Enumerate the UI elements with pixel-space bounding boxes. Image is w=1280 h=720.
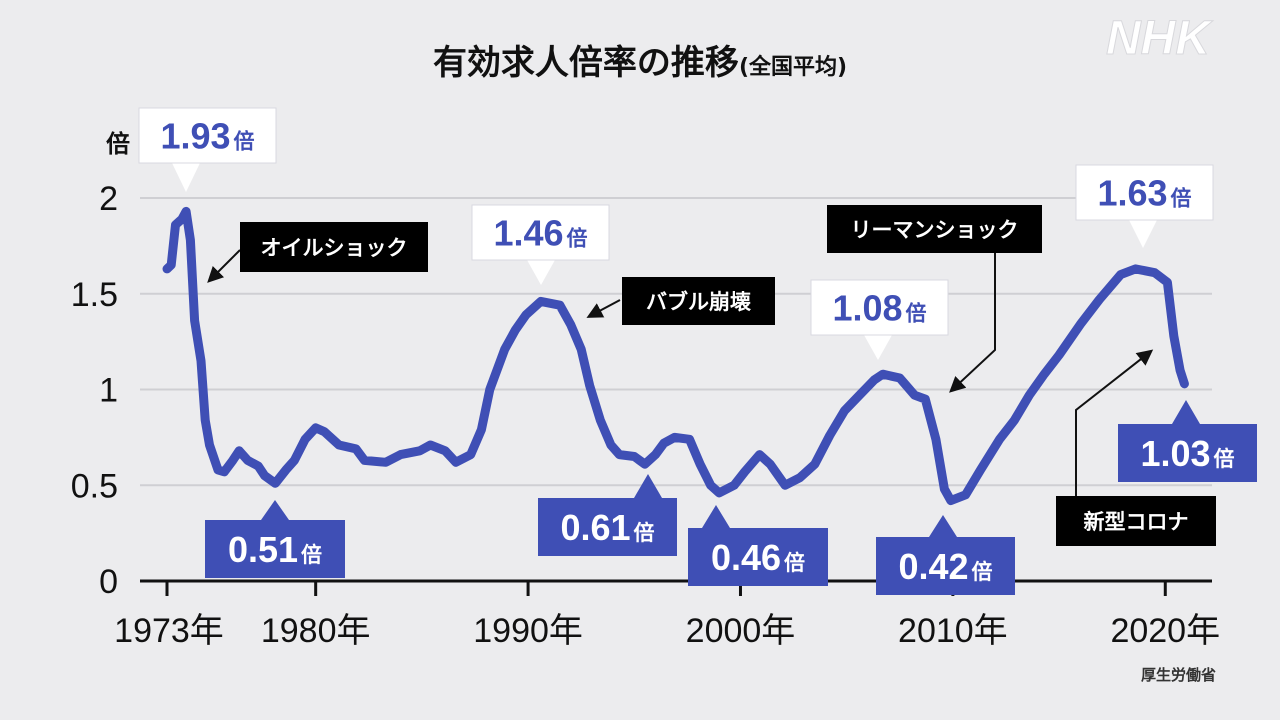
chart-title: 有効求人倍率の推移(全国平均): [433, 43, 847, 83]
y-tick-label: 2: [99, 180, 118, 218]
value-callout: 0.61 倍: [538, 474, 677, 556]
callout-value: 0.61: [560, 507, 630, 548]
nhk-logo: NHK: [1106, 12, 1213, 65]
callout-value: 1.08: [832, 288, 902, 329]
callout-value: 1.46: [493, 213, 563, 254]
callout-unit: 倍: [972, 560, 993, 584]
callout-unit: 倍: [1214, 447, 1235, 471]
callout-value: 1.93: [160, 116, 230, 157]
value-callout: 1.93 倍: [138, 107, 277, 192]
callout-unit: 倍: [1171, 187, 1192, 211]
callout-unit: 倍: [784, 551, 805, 575]
svg-text:1.46倍: 1.46 倍: [493, 213, 587, 254]
x-tick-label: 1980年: [261, 612, 371, 650]
source-label: 厚生労働省: [1141, 666, 1216, 684]
svg-text:1.63倍: 1.63 倍: [1097, 173, 1191, 214]
event-label: リーマンショック: [851, 218, 1019, 242]
arrow-icon: [949, 253, 996, 393]
series-line: [162, 206, 1189, 506]
x-tick-label: 1990年: [473, 612, 583, 650]
event-label: オイルショック: [261, 236, 408, 260]
callout-value: 1.03: [1140, 433, 1210, 474]
event-annotation: 新型コロナ: [1056, 349, 1216, 546]
value-callout: 1.63 倍: [1075, 164, 1214, 248]
y-tick-label: 1: [99, 372, 118, 410]
arrow-icon: [207, 249, 241, 283]
callout-unit: 倍: [634, 521, 655, 545]
y-tick-label: 0: [99, 563, 118, 601]
x-tick-label: 2020年: [1110, 612, 1220, 650]
svg-text:0.61倍: 0.61 倍: [560, 507, 654, 548]
callout-value: 0.51: [228, 529, 298, 570]
x-tick-label: 2000年: [686, 612, 796, 650]
event-annotation: オイルショック: [207, 222, 428, 283]
callout-value: 0.46: [711, 537, 781, 578]
value-callout: 1.03 倍: [1118, 400, 1257, 482]
x-tick-label: 2010年: [898, 612, 1008, 650]
svg-text:1.03倍: 1.03 倍: [1140, 433, 1234, 474]
svg-text:1.93倍: 1.93 倍: [160, 116, 254, 157]
callout-unit: 倍: [301, 543, 322, 567]
arrow-icon: [1075, 349, 1154, 496]
event-label: バブル崩壊: [646, 290, 751, 314]
svg-text:0.42倍: 0.42 倍: [898, 546, 992, 587]
value-callout: 0.46 倍: [688, 505, 828, 586]
value-callout: 0.42 倍: [876, 515, 1015, 595]
svg-text:0.46倍: 0.46 倍: [711, 537, 805, 578]
value-callout: 1.08 倍: [810, 279, 949, 360]
callout-unit: 倍: [567, 227, 588, 251]
event-label: 新型コロナ: [1084, 510, 1189, 534]
event-annotation: リーマンショック: [827, 205, 1042, 393]
y-axis-label: 倍: [106, 130, 130, 158]
y-tick-label: 0.5: [71, 467, 118, 505]
callout-unit: 倍: [906, 302, 927, 326]
value-callout: 0.51 倍: [205, 500, 345, 578]
event-annotation: バブル崩壊: [586, 277, 775, 325]
arrow-icon: [586, 299, 621, 318]
callout-unit: 倍: [234, 130, 255, 154]
callout-value: 0.42: [898, 546, 968, 587]
x-tick-label: 1973年: [114, 612, 224, 650]
svg-text:1.08倍: 1.08 倍: [832, 288, 926, 329]
value-callout: 1.46 倍: [471, 204, 610, 285]
callout-value: 1.63: [1097, 173, 1167, 214]
y-tick-label: 1.5: [71, 276, 118, 314]
svg-text:0.51倍: 0.51 倍: [228, 529, 322, 570]
